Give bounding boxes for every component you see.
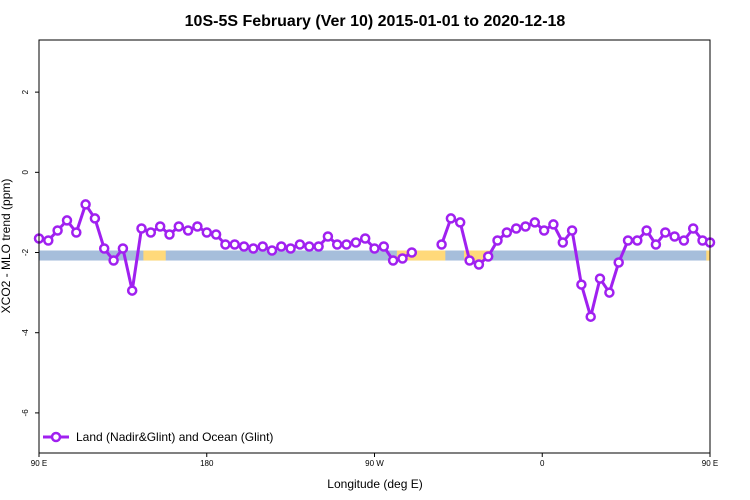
y-tick-label: 2: [21, 89, 30, 94]
data-point: [406, 247, 418, 258]
data-point: [322, 231, 334, 242]
x-tick-label: 90 W: [365, 459, 384, 468]
ocean-band: [39, 250, 710, 261]
data-point: [557, 237, 569, 248]
data-point: [71, 227, 82, 238]
land-band-segment: [463, 250, 492, 261]
x-tick-label: 90 E: [31, 459, 47, 468]
data-point: [473, 259, 485, 270]
land-band-segment: [396, 250, 446, 261]
data-point: [397, 253, 408, 264]
data-point: [492, 235, 503, 246]
data-point: [660, 227, 671, 238]
data-point: [378, 241, 390, 252]
data-point: [108, 255, 119, 266]
data-point: [464, 255, 475, 266]
data-point: [117, 243, 129, 254]
data-point: [650, 239, 662, 250]
data-point: [98, 243, 110, 254]
data-point: [576, 279, 587, 290]
data-point: [80, 199, 91, 210]
data-point: [341, 239, 352, 250]
x-axis-label: Longitude (deg E): [327, 477, 422, 491]
data-point: [613, 257, 624, 268]
data-point: [687, 223, 699, 234]
data-point: [566, 225, 578, 236]
data-point: [678, 235, 690, 246]
data-point: [201, 227, 213, 238]
y-tick-label: -4: [21, 329, 30, 337]
data-point: [182, 225, 194, 236]
data-point: [220, 239, 231, 250]
data-point: [276, 241, 287, 252]
data-point: [210, 229, 222, 240]
data-point: [126, 285, 138, 296]
data-point: [436, 239, 447, 250]
y-tick-label: 0: [21, 170, 30, 175]
data-point: [173, 221, 185, 232]
y-tick-label: -2: [21, 248, 30, 256]
data-point: [43, 235, 54, 246]
data-point: [510, 223, 522, 234]
series-layer: [33, 199, 716, 322]
data-point: [229, 239, 240, 250]
land-band-segment: [143, 250, 166, 261]
land-band-segment: [706, 250, 710, 261]
data-point: [266, 245, 278, 256]
data-point: [445, 213, 457, 224]
data-point: [313, 241, 324, 252]
data-point: [257, 241, 268, 252]
legend-entry-label: Land (Nadir&Glint) and Ocean (Glint): [76, 430, 273, 444]
data-point: [145, 227, 157, 238]
x-axis: 90 E 180 90 W 0 90 E: [31, 453, 718, 468]
data-point: [248, 243, 259, 254]
data-point: [604, 287, 615, 298]
data-point: [585, 311, 596, 322]
chart-title: 10S-5S February (Ver 10) 2015-01-01 to 2…: [185, 13, 566, 30]
x-tick-label: 0: [540, 459, 545, 468]
data-point: [520, 221, 531, 232]
x-tick-label: 90 E: [702, 459, 718, 468]
data-point: [482, 251, 494, 262]
data-point: [641, 225, 652, 236]
data-point: [594, 273, 606, 284]
data-point: [61, 215, 73, 226]
data-point: [501, 227, 513, 238]
data-point: [154, 221, 166, 232]
data-point: [304, 241, 315, 252]
y-axis-label: XCO2 - MLO trend (ppm): [0, 179, 13, 314]
data-point: [238, 241, 250, 252]
data-point: [359, 233, 371, 244]
data-point: [350, 237, 362, 248]
data-point: [669, 231, 680, 242]
data-point: [294, 239, 306, 250]
data-point: [331, 239, 343, 250]
reference-band: [39, 250, 710, 261]
data-point: [89, 213, 101, 224]
data-point: [538, 225, 550, 236]
x-tick-label: 180: [200, 459, 214, 468]
y-axis: 2 0 -2 -4 -6: [21, 89, 39, 416]
data-point: [529, 217, 541, 228]
data-point: [632, 235, 643, 246]
data-point: [622, 235, 634, 246]
data-point: [192, 221, 203, 232]
legend: Land (Nadir&Glint) and Ocean (Glint): [43, 430, 273, 444]
data-point: [285, 243, 296, 254]
data-point: [369, 243, 380, 254]
data-point: [548, 219, 559, 230]
data-point: [136, 223, 147, 234]
data-point: [164, 229, 175, 240]
data-point: [454, 217, 466, 228]
legend-marker: [50, 431, 62, 443]
y-tick-label: -6: [21, 409, 30, 417]
data-point: [52, 225, 63, 236]
data-point: [387, 255, 399, 266]
